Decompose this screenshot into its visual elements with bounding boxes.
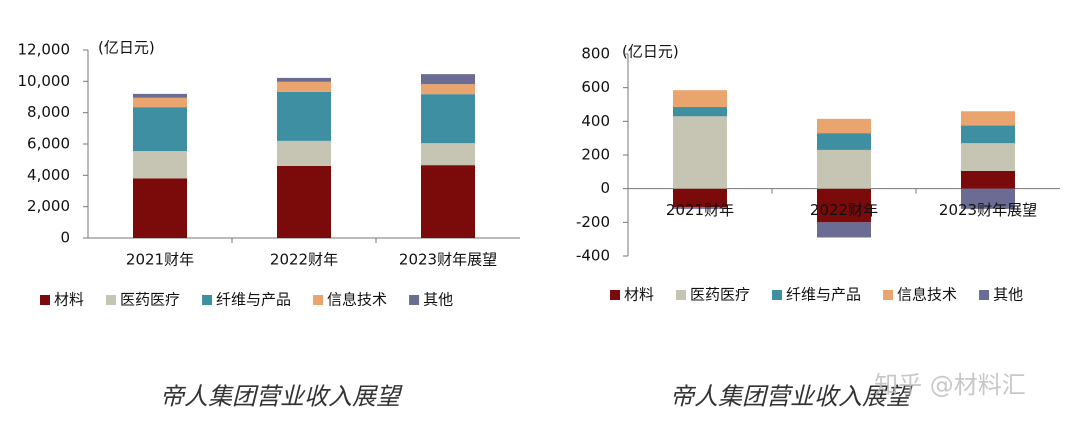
x-tick-label: 2023财年展望 bbox=[399, 251, 497, 269]
legend-label: 其他 bbox=[993, 286, 1023, 304]
bar-segment bbox=[421, 94, 475, 144]
bar-segment bbox=[817, 222, 871, 238]
legend-swatch bbox=[409, 295, 420, 305]
y-tick-label: 2,000 bbox=[27, 197, 70, 215]
bar-segment bbox=[133, 107, 187, 152]
legend-swatch bbox=[40, 295, 50, 305]
bar-segment bbox=[817, 149, 871, 189]
bar-segment bbox=[421, 74, 475, 85]
y-tick-label: 8,000 bbox=[27, 103, 70, 121]
bar-segment bbox=[277, 91, 331, 141]
bar-segment bbox=[133, 97, 187, 108]
legend-label: 其他 bbox=[423, 291, 453, 309]
y-unit: (亿日元) bbox=[622, 43, 679, 61]
bar-segment bbox=[961, 170, 1015, 189]
bar-segment bbox=[961, 125, 1015, 144]
caption: 帝人集团营业收入展望 bbox=[670, 383, 913, 411]
legend-swatch bbox=[202, 295, 213, 305]
watermark: 知乎 @材料汇 bbox=[874, 371, 1026, 399]
legend-swatch bbox=[610, 290, 620, 300]
bar-segment bbox=[277, 140, 331, 166]
bar-segment bbox=[421, 143, 475, 166]
x-tick-label: 2022财年 bbox=[810, 201, 878, 219]
y-tick-label: 600 bbox=[581, 78, 610, 96]
bar-segment bbox=[277, 165, 331, 238]
y-tick-label: 800 bbox=[581, 45, 610, 63]
x-tick-label: 2023财年展望 bbox=[939, 201, 1037, 219]
bar-segment bbox=[133, 93, 187, 98]
y-tick-label: 0 bbox=[600, 179, 610, 197]
legend-label: 材料 bbox=[54, 291, 84, 309]
bar-segment bbox=[673, 90, 727, 108]
y-tick-label: 10,000 bbox=[18, 72, 71, 90]
legend-label: 材料 bbox=[624, 286, 654, 304]
y-tick-label: -200 bbox=[576, 213, 610, 231]
y-tick-label: 12,000 bbox=[18, 41, 71, 59]
bar-segment bbox=[673, 107, 727, 117]
legend-label: 信息技术 bbox=[897, 286, 957, 304]
y-tick-label: 0 bbox=[60, 229, 70, 247]
y-unit: (亿日元) bbox=[98, 39, 155, 57]
bar-segment bbox=[133, 151, 187, 179]
x-tick-label: 2021财年 bbox=[126, 251, 194, 269]
y-tick-label: 400 bbox=[581, 112, 610, 130]
bar-segment bbox=[817, 188, 871, 223]
bar-segment bbox=[961, 143, 1015, 171]
x-tick-label: 2022财年 bbox=[270, 251, 338, 269]
legend-swatch bbox=[313, 295, 324, 305]
bar-segment bbox=[277, 81, 331, 92]
y-tick-label: -400 bbox=[576, 247, 610, 265]
y-tick-label: 6,000 bbox=[27, 135, 70, 153]
bar-segment bbox=[673, 188, 727, 208]
legend-swatch bbox=[772, 290, 783, 300]
legend-label: 医药医疗 bbox=[690, 286, 750, 304]
y-tick-label: 200 bbox=[581, 146, 610, 164]
bar-segment bbox=[421, 165, 475, 238]
legend-label: 医药医疗 bbox=[120, 291, 180, 309]
legend-swatch bbox=[676, 290, 687, 300]
y-tick-label: 4,000 bbox=[27, 166, 70, 184]
x-tick-label: 2021财年 bbox=[666, 201, 734, 219]
legend-swatch bbox=[979, 290, 990, 300]
bar-segment bbox=[673, 116, 727, 189]
bar-segment bbox=[277, 77, 331, 82]
bar-segment bbox=[673, 207, 727, 209]
bar-segment bbox=[961, 188, 1015, 209]
bar-segment bbox=[961, 111, 1015, 126]
legend-label: 信息技术 bbox=[327, 291, 387, 309]
legend-swatch bbox=[883, 290, 894, 300]
bar-segment bbox=[817, 118, 871, 134]
legend-label: 纤维与产品 bbox=[216, 291, 291, 309]
bar-segment bbox=[817, 133, 871, 150]
bar-segment bbox=[133, 178, 187, 238]
bar-segment bbox=[421, 84, 475, 95]
legend-swatch bbox=[106, 295, 117, 305]
legend-label: 纤维与产品 bbox=[786, 286, 861, 304]
caption: 帝人集团营业收入展望 bbox=[160, 383, 403, 411]
